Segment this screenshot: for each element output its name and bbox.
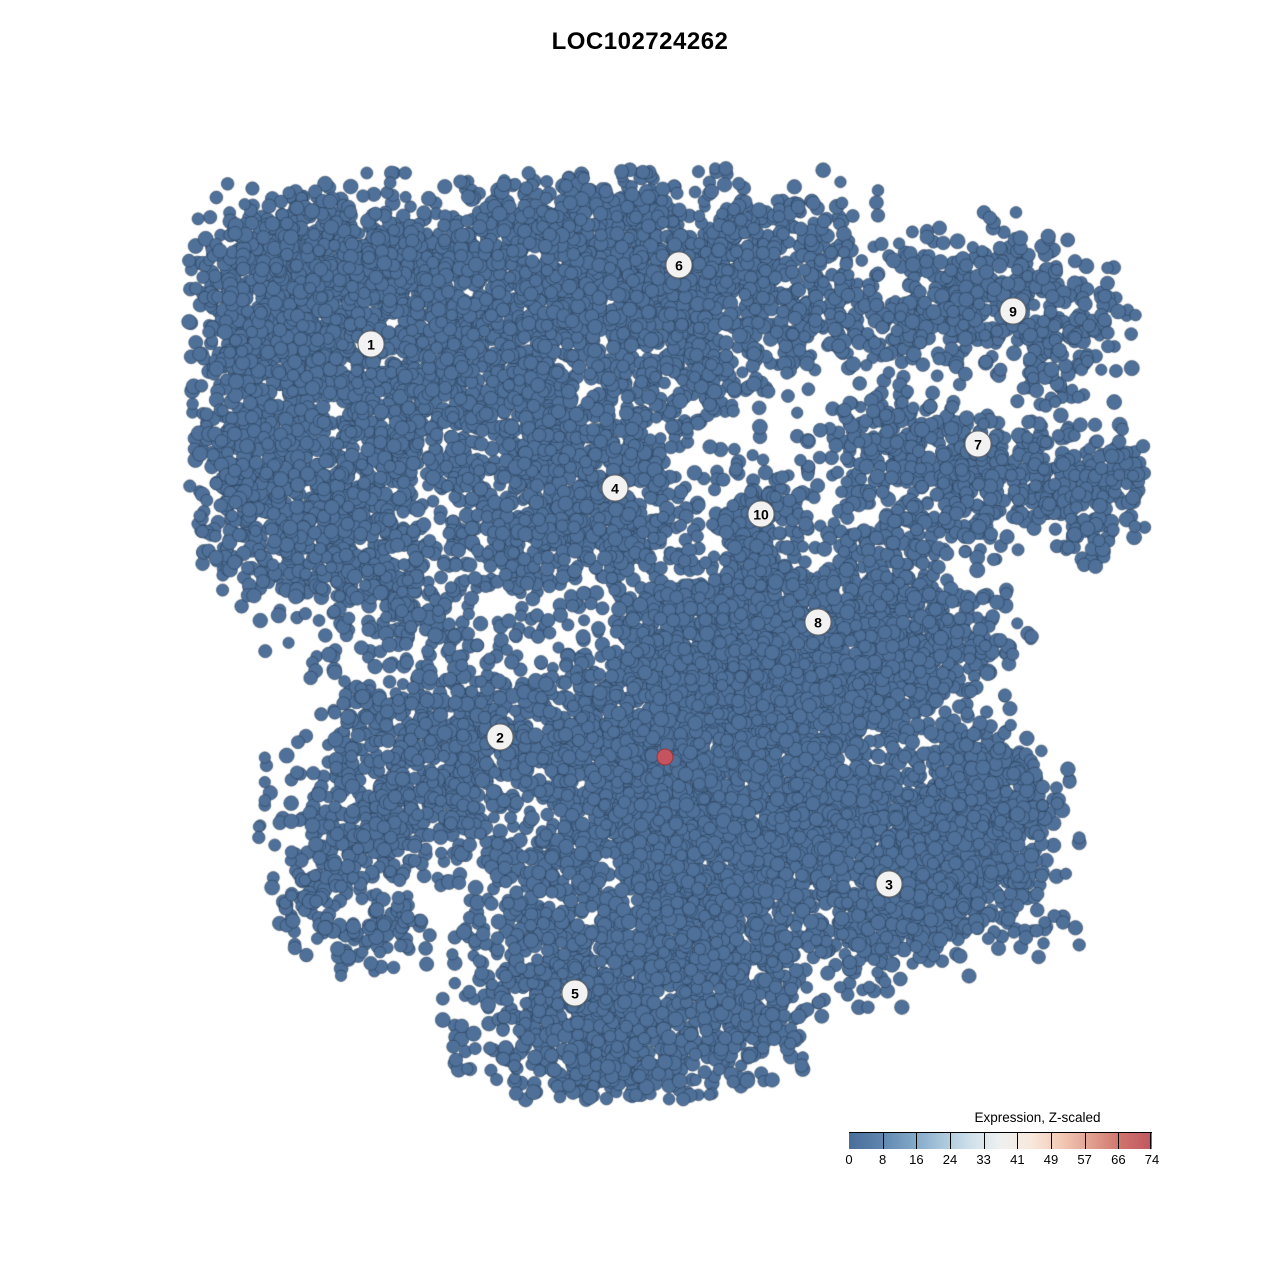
colorbar-tick-label: 49 xyxy=(1043,1152,1059,1167)
colorbar-tick-mark xyxy=(1118,1133,1120,1149)
colorbar-tick-mark xyxy=(950,1133,951,1149)
colorbar-tick-mark xyxy=(1017,1133,1019,1149)
colorbar-tick-label: 66 xyxy=(1111,1152,1126,1167)
colorbar-tick-mark xyxy=(1051,1133,1052,1149)
legend-tick-labels: 0 8 16 24 33 41 49 57 66 74 xyxy=(845,1152,1159,1167)
colorbar-tick-mark xyxy=(882,1133,884,1149)
legend-colorbar xyxy=(849,1132,1152,1149)
colorbar-tick-label: 24 xyxy=(942,1152,958,1167)
colorbar-tick-label: 0 xyxy=(845,1152,853,1167)
colorbar-tick-label: 8 xyxy=(879,1152,887,1167)
colorbar-tick-mark xyxy=(1150,1133,1151,1149)
legend-title: Expression, Z-scaled xyxy=(974,1110,1101,1125)
colorbar-tick-label: 57 xyxy=(1077,1152,1092,1167)
colorbar-tick-mark xyxy=(983,1133,985,1149)
colorbar-tick-label: 16 xyxy=(909,1152,924,1167)
colorbar-tick-mark xyxy=(1084,1133,1086,1149)
colorbar-tick-mark xyxy=(916,1133,918,1149)
colorbar-tick-label: 33 xyxy=(976,1152,991,1167)
colorbar-tick-label: 41 xyxy=(1010,1152,1025,1167)
expression-legend: Expression, Z-scaled 0 8 16 24 33 41 49 57 66 74 xyxy=(845,1110,1159,1167)
colorbar-tick-label: 74 xyxy=(1144,1152,1160,1167)
